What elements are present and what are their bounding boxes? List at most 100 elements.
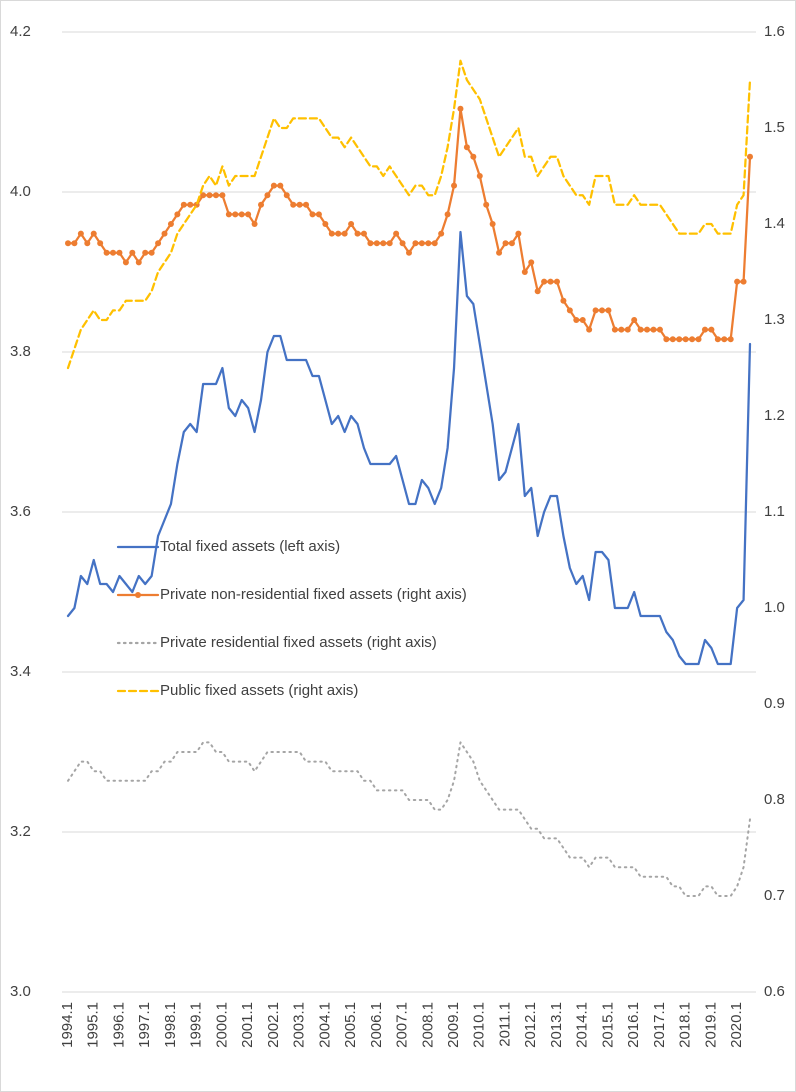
legend-label: Total fixed assets (left axis) [160,538,340,555]
point [412,240,419,247]
y-tick-label: 3.6 [10,503,31,520]
point [727,336,734,343]
x-tick-label: 2015.1 [599,1002,616,1048]
y2-tick-label: 1.5 [764,119,785,136]
point [258,201,265,208]
legend-label: Public fixed assets (right axis) [160,682,358,699]
point [656,326,663,333]
y2-tick-label: 0.6 [764,983,785,1000]
point [348,221,355,227]
point [251,221,258,227]
point [341,230,348,237]
point [283,192,290,199]
y2-tick-label: 1.4 [764,215,785,232]
point [644,326,651,333]
point [65,240,71,247]
x-tick-label: 2009.1 [445,1002,462,1048]
point [380,240,387,247]
y2-tick-label: 1.6 [764,23,785,40]
point [167,221,174,227]
point [573,317,580,323]
x-tick-label: 2007.1 [394,1002,411,1048]
point [566,307,573,314]
series-line [66,230,752,666]
point [444,211,451,218]
x-tick-label: 1994.1 [59,1002,76,1048]
point [110,249,117,256]
legend-label: Private non-residential fixed assets (ri… [160,586,467,603]
point [451,182,458,189]
point [155,240,162,247]
series-line [66,59,752,370]
point [303,201,310,208]
x-tick-label: 2005.1 [342,1002,359,1048]
point [476,173,483,179]
point [579,317,586,323]
point [695,336,702,343]
point [425,240,432,247]
point [740,278,747,285]
point [232,211,239,218]
point [393,230,400,237]
point [470,153,477,160]
point [103,249,110,256]
y-tick-label: 4.0 [10,183,31,200]
x-tick-label: 2003.1 [291,1002,308,1048]
point [290,201,297,208]
point [122,259,129,266]
point [270,182,277,189]
y2-tick-label: 0.9 [764,695,785,712]
point [90,230,97,237]
point [238,211,245,218]
point [264,192,271,199]
x-tick-label: 2013.1 [548,1002,565,1048]
point [360,230,367,237]
x-tick-label: 2001.1 [239,1002,256,1048]
point [438,230,445,237]
point [161,230,168,237]
point [200,192,207,199]
point [689,336,696,343]
point [676,336,683,343]
x-tick-label: 2002.1 [265,1002,282,1048]
point [547,278,554,285]
x-tick-label: 2016.1 [625,1002,642,1048]
point [142,249,149,256]
point [206,192,213,199]
y-tick-label: 3.8 [10,343,31,360]
x-tick-label: 2017.1 [651,1002,668,1048]
point [637,326,644,333]
point [386,240,393,247]
point [708,326,715,333]
point [367,240,374,247]
point [129,249,136,256]
point [534,288,541,295]
point [502,240,509,247]
point [611,326,618,333]
x-tick-label: 2019.1 [702,1002,719,1048]
y2-tick-label: 1.0 [764,599,785,616]
point [116,249,123,256]
point [618,326,625,333]
point [599,307,606,314]
point [399,240,406,247]
point [631,317,638,323]
point [515,230,522,237]
y-tick-label: 3.2 [10,823,31,840]
point [701,326,708,333]
point [71,240,78,247]
x-tick-label: 2010.1 [471,1002,488,1048]
point [592,307,599,314]
point [457,105,464,112]
point [586,326,593,333]
y2-tick-label: 0.8 [764,791,785,808]
x-tick-label: 2014.1 [574,1002,591,1048]
point [277,182,284,189]
point [431,240,438,247]
point [521,269,528,275]
x-tick-label: 2000.1 [213,1002,230,1048]
point [315,211,322,218]
point [496,249,503,256]
point [528,259,535,266]
